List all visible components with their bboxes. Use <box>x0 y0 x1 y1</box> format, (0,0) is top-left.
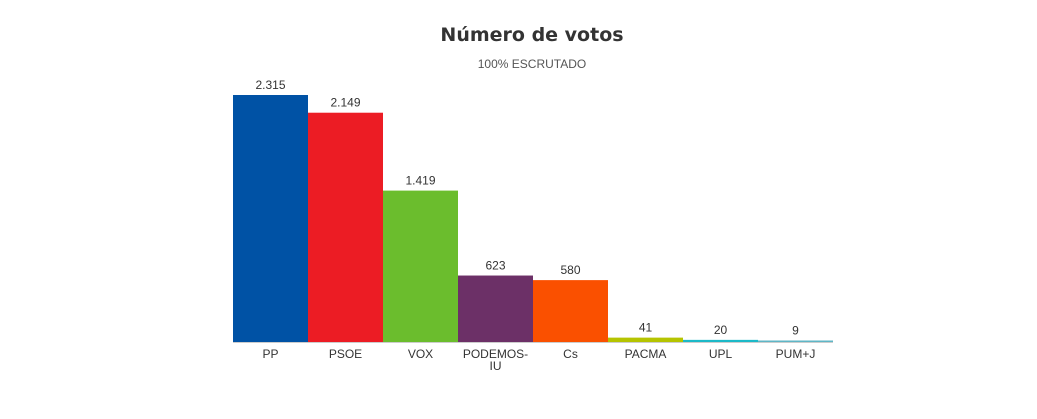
tick-labels-group: PP PSOE VOX PODEMOS-IU Cs PACMA UPL PUM+J <box>262 347 815 373</box>
bar-pacma[interactable] <box>608 337 683 342</box>
bars-group <box>233 95 833 342</box>
chart-subtitle: 100% ESCRUTADO <box>477 57 587 71</box>
bar-vox[interactable] <box>383 190 458 342</box>
bar-upl[interactable] <box>683 339 758 342</box>
value-labels-group: 2.315 2.149 1.419 623 580 41 20 9 <box>255 78 799 338</box>
tick-label-upl: UPL <box>709 347 733 361</box>
tick-label-pacma: PACMA <box>625 347 667 361</box>
bar-psoe[interactable] <box>308 112 383 342</box>
value-label-psoe: 2.149 <box>330 96 360 110</box>
value-label-cs: 580 <box>560 263 580 277</box>
value-label-podemos-iu: 623 <box>485 259 505 273</box>
value-label-pp: 2.315 <box>255 78 285 92</box>
chart-title: Número de votos <box>440 24 624 46</box>
tick-label-vox: VOX <box>408 347 433 361</box>
value-label-pum-j: 9 <box>792 324 799 338</box>
value-label-upl: 20 <box>714 323 728 337</box>
bar-podemos-iu[interactable] <box>458 275 533 342</box>
value-label-pacma: 41 <box>639 321 653 335</box>
bar-pum-j[interactable] <box>758 340 833 343</box>
bar-cs[interactable] <box>533 280 608 342</box>
tick-label-cs: Cs <box>563 347 578 361</box>
tick-label-podemos-iu: PODEMOS-IU <box>463 347 528 373</box>
tick-label-pum-j: PUM+J <box>776 347 816 361</box>
tick-label-psoe: PSOE <box>329 347 362 361</box>
tick-label-pp: PP <box>262 347 278 361</box>
value-label-vox: 1.419 <box>405 174 435 188</box>
bar-pp[interactable] <box>233 95 308 342</box>
